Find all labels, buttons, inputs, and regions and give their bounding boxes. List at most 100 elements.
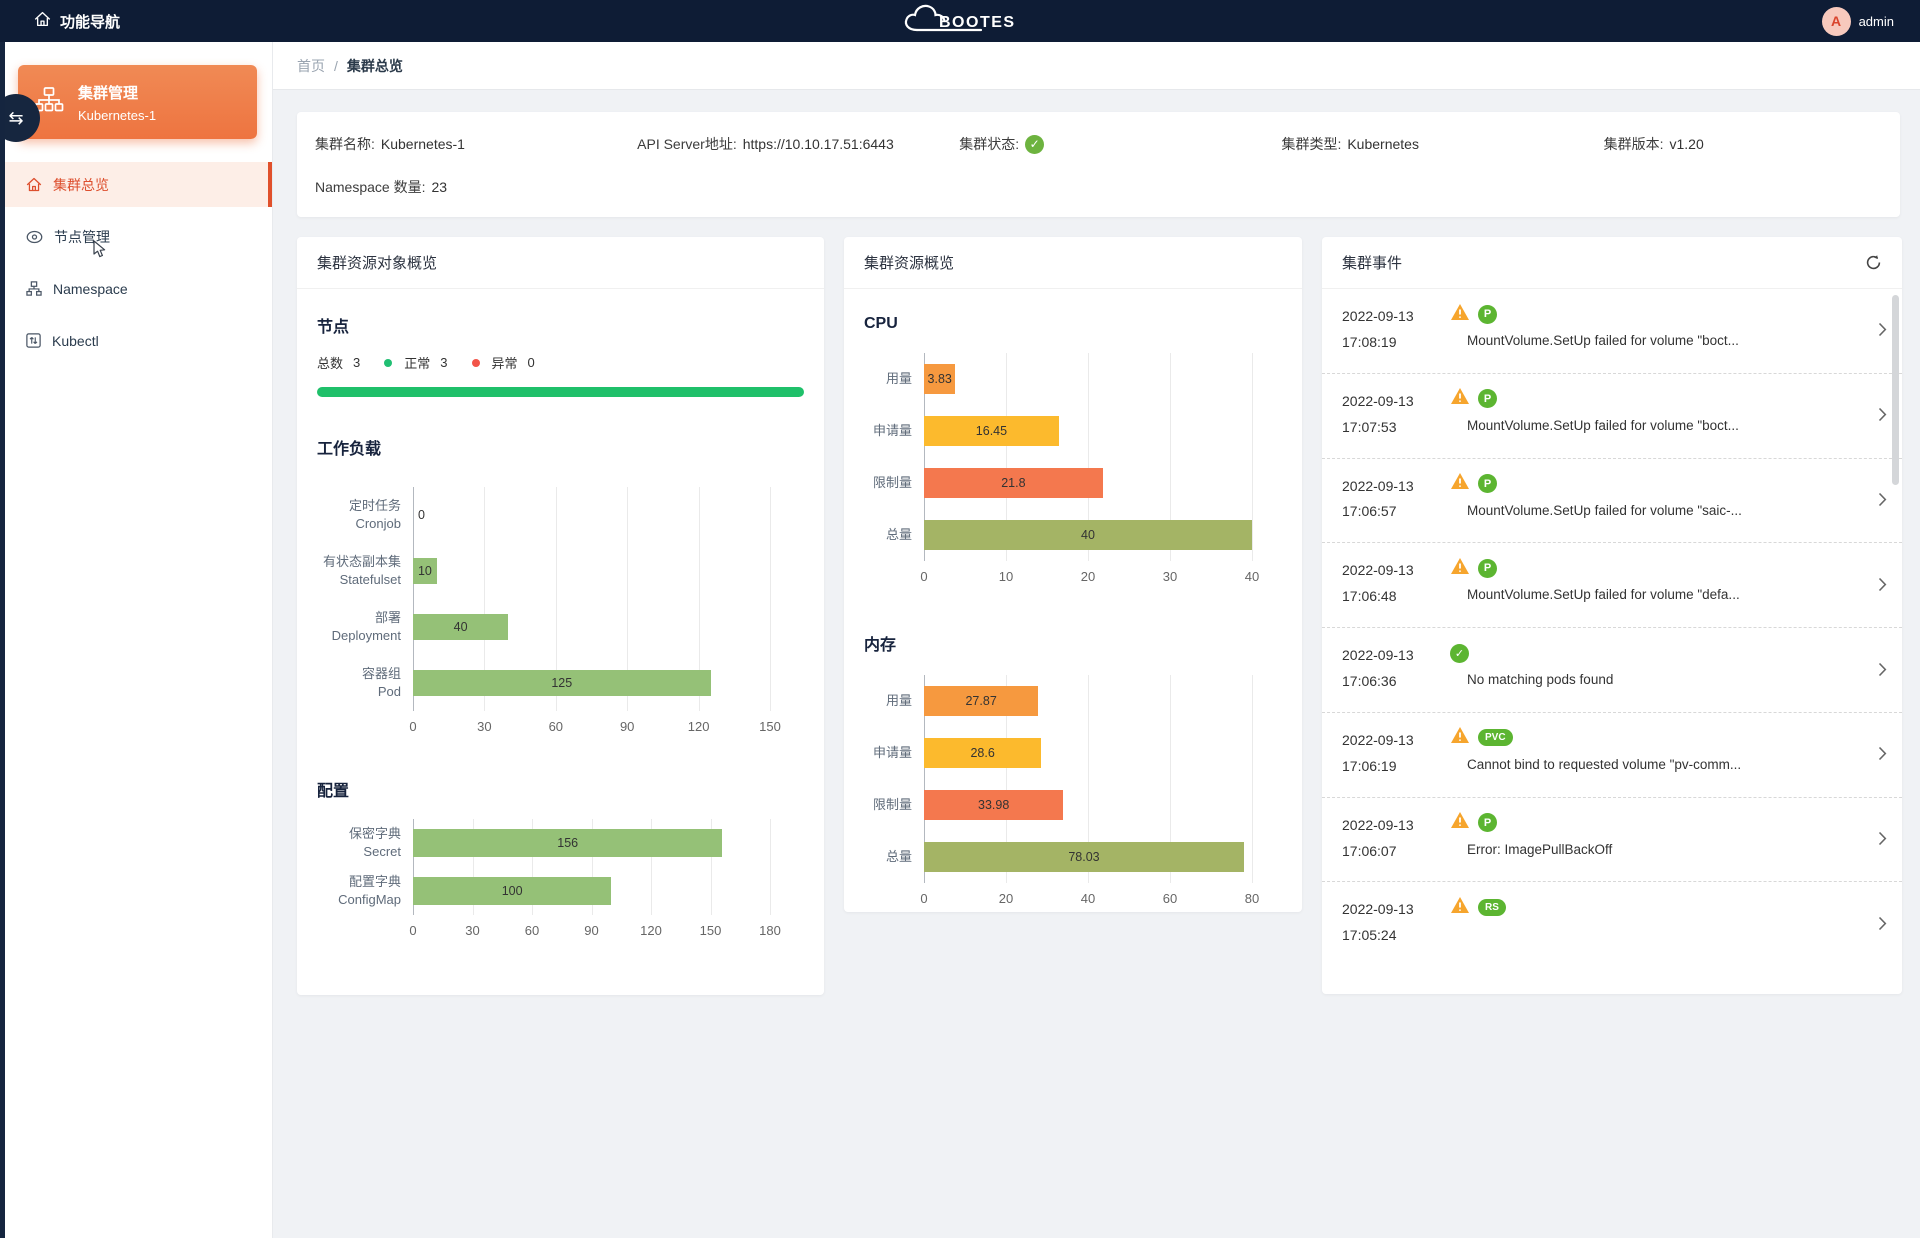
- chart-bar: 125: [413, 670, 711, 696]
- chart-x-axis: 0 30 60 90 120 150 180: [409, 923, 781, 938]
- main-content: 集群名称: Kubernetes-1 API Server地址: https:/…: [273, 90, 1920, 1238]
- bad-dot: [471, 358, 480, 367]
- sidebar-item-kubectl[interactable]: Kubectl: [0, 318, 272, 363]
- refresh-icon[interactable]: [1865, 254, 1882, 271]
- info-field-cluster-name: 集群名称: Kubernetes-1: [315, 136, 465, 152]
- event-timestamp: 2022-09-13 17:06:19: [1322, 728, 1450, 780]
- chart-bar-row: 有状态副本集 Statefulset 10: [317, 543, 804, 599]
- mouse-cursor-icon: [92, 240, 107, 262]
- chart-bar-value: 78.03: [1068, 850, 1100, 864]
- event-row[interactable]: 2022-09-13 17:06:07 P Error: ImagePullBackO…: [1322, 796, 1902, 882]
- chevron-right-icon[interactable]: [1862, 389, 1902, 441]
- chart-bar-row: 配置字典 ConfigMap 100: [317, 867, 804, 915]
- info-field-cluster-version: 集群版本: v1.20: [1603, 136, 1704, 152]
- header-bar: 功能导航 BOOTES A admin: [0, 0, 1920, 42]
- org-chart-icon: [26, 281, 42, 296]
- event-row[interactable]: 2022-09-13 17:05:24 RS: [1322, 881, 1902, 966]
- ok-dot: [384, 358, 393, 367]
- panel-title: 集群资源对象概览: [317, 255, 438, 272]
- event-row[interactable]: 2022-09-13 17:06:19 PVC Cannot bind to requ…: [1322, 711, 1902, 797]
- chart-bar: 78.03: [924, 842, 1244, 872]
- chart-bar-value: 27.87: [965, 694, 997, 708]
- sidebar-item-namespace[interactable]: Namespace: [0, 266, 272, 311]
- resource-kind-badge: P: [1478, 304, 1497, 324]
- chart-bar-value: 40: [1081, 528, 1095, 542]
- chevron-right-icon[interactable]: [1862, 304, 1902, 356]
- event-date: 2022-09-13: [1342, 647, 1414, 664]
- breadcrumb-separator: /: [334, 57, 338, 74]
- terminal-icon: [26, 333, 41, 348]
- event-row[interactable]: 2022-09-13 17:06:36 ✓ No matching pods foun…: [1322, 627, 1902, 712]
- sidebar-item-cluster-overview[interactable]: 集群总览: [0, 162, 272, 207]
- event-row[interactable]: 2022-09-13 17:06:57 P MountVolume.SetUp fai…: [1322, 457, 1902, 543]
- event-row[interactable]: 2022-09-13 17:06:48 P MountVolume.SetUp fai…: [1322, 542, 1902, 627]
- chart-bar-value: 125: [551, 676, 573, 690]
- chart-gridlines: [924, 353, 1253, 561]
- resource-kind-badge: RS: [1478, 898, 1506, 916]
- breadcrumb-home[interactable]: 首页: [297, 57, 325, 74]
- chart-bar-row: 定时任务 Cronjob 0: [317, 487, 804, 543]
- memory-heading: 内存: [864, 637, 897, 654]
- user-menu[interactable]: A admin: [1821, 0, 1894, 42]
- event-time: 17:06:57: [1342, 503, 1397, 520]
- chevron-right-icon[interactable]: [1862, 813, 1902, 865]
- sidebar: ⇆ 集群管理 Kubernetes-1 集群总览: [0, 42, 273, 1238]
- warning-icon: [1450, 387, 1470, 410]
- resource-kind-badge: PVC: [1478, 729, 1513, 747]
- chart-gridlines: [413, 819, 771, 915]
- chart-category-label: 申请量: [872, 744, 912, 760]
- event-row[interactable]: 2022-09-13 17:07:53 P MountVolume.SetUp fai…: [1322, 372, 1902, 458]
- namespace-count: 23: [431, 179, 448, 195]
- chart-bar: 16.45: [924, 416, 1059, 446]
- sidebar-item-label: 集群总览: [53, 176, 109, 193]
- event-list: 2022-09-13 17:08:19 P MountVolume.SetUp fai…: [1322, 289, 1902, 994]
- sidebar-item-label: Namespace: [53, 280, 128, 297]
- panel-cluster-resources: 集群资源概览 CPU 用量 3.83 申请量 16.45 限制量 21.8 总量 40 0 10 2…: [844, 237, 1302, 912]
- event-row[interactable]: 2022-09-13 17:08:19 P MountVolume.SetUp fai…: [1322, 289, 1902, 373]
- chart-bar: 156: [413, 829, 723, 857]
- chart-bar-row: 用量 3.83: [864, 353, 1282, 405]
- sidebar-item-label: Kubectl: [52, 332, 99, 349]
- node-progress-bar: [317, 387, 804, 397]
- chevron-right-icon[interactable]: [1862, 558, 1902, 610]
- event-timestamp: 2022-09-13 17:06:36: [1322, 643, 1450, 695]
- memory-chart: 用量 27.87 申请量 28.6 限制量 33.98 总量 78.03 0 20 40 60 80: [864, 675, 1282, 909]
- event-date: 2022-09-13: [1342, 392, 1414, 409]
- event-timestamp: 2022-09-13 17:07:53: [1322, 389, 1450, 441]
- sidebar-item-node-management[interactable]: 节点管理: [0, 214, 272, 259]
- chart-category-label: 配置字典 ConfigMap: [338, 873, 401, 907]
- chart-bar-value: 0: [418, 508, 425, 522]
- home-outline-icon: [26, 177, 42, 192]
- brand-logo: BOOTES: [901, 0, 1019, 42]
- chart-gridlines: [413, 487, 771, 711]
- chart-bar-value: 21.8: [1001, 476, 1026, 490]
- event-date: 2022-09-13: [1342, 901, 1414, 918]
- events-title: 集群事件: [1342, 255, 1403, 272]
- event-date: 2022-09-13: [1342, 477, 1414, 494]
- cluster-info-card: 集群名称: Kubernetes-1 API Server地址: https:/…: [297, 112, 1900, 217]
- success-check-icon: ✓: [1450, 643, 1469, 663]
- chart-bar-row: 限制量 33.98: [864, 779, 1282, 831]
- event-message: MountVolume.SetUp failed for volume "boc…: [1467, 333, 1739, 348]
- event-timestamp: 2022-09-13 17:06:48: [1322, 558, 1450, 610]
- nav-toggle[interactable]: 功能导航: [0, 11, 120, 32]
- cluster-card[interactable]: 集群管理 Kubernetes-1: [18, 65, 257, 139]
- collapse-button[interactable]: ⇆: [0, 94, 40, 142]
- chevron-right-icon[interactable]: [1862, 643, 1902, 695]
- resource-kind-badge: P: [1478, 474, 1497, 494]
- event-date: 2022-09-13: [1342, 308, 1414, 324]
- warning-icon: [1450, 303, 1470, 326]
- chart-category-label: 总量: [885, 848, 912, 864]
- chart-category-label: 用量: [885, 370, 912, 386]
- chevron-right-icon[interactable]: [1862, 728, 1902, 780]
- event-date: 2022-09-13: [1342, 816, 1414, 833]
- cpu-chart: 用量 3.83 申请量 16.45 限制量 21.8 总量 40 0 10 20 30 40: [864, 353, 1282, 587]
- cluster-card-subtitle: Kubernetes-1: [78, 107, 157, 123]
- events-scrollbar[interactable]: [1892, 295, 1899, 485]
- chevron-right-icon[interactable]: [1862, 897, 1902, 949]
- chevron-right-icon[interactable]: [1862, 474, 1902, 526]
- chart-category-label: 用量: [885, 692, 912, 708]
- brand-cloud-icon: BOOTES: [904, 4, 1014, 32]
- chart-bar: 10: [413, 558, 437, 584]
- event-time: 17:08:19: [1342, 333, 1397, 350]
